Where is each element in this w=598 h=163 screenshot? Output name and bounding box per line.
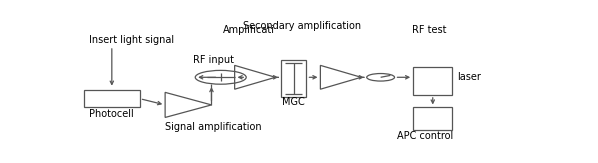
Bar bbox=[413, 67, 453, 95]
Text: Insert light signal: Insert light signal bbox=[89, 35, 174, 45]
Bar bbox=[84, 90, 140, 107]
Text: MGC: MGC bbox=[282, 97, 305, 107]
Text: laser: laser bbox=[457, 72, 481, 82]
Text: Photocell: Photocell bbox=[90, 109, 134, 119]
Text: Secondary amplification: Secondary amplification bbox=[243, 21, 361, 31]
Text: RF test: RF test bbox=[412, 25, 447, 35]
Text: RF input: RF input bbox=[193, 55, 234, 65]
Bar bbox=[281, 60, 307, 97]
Text: APC control: APC control bbox=[396, 131, 453, 141]
Text: Signal amplification: Signal amplification bbox=[165, 123, 262, 133]
Bar bbox=[413, 107, 453, 130]
Text: Amplificati: Amplificati bbox=[222, 25, 274, 35]
